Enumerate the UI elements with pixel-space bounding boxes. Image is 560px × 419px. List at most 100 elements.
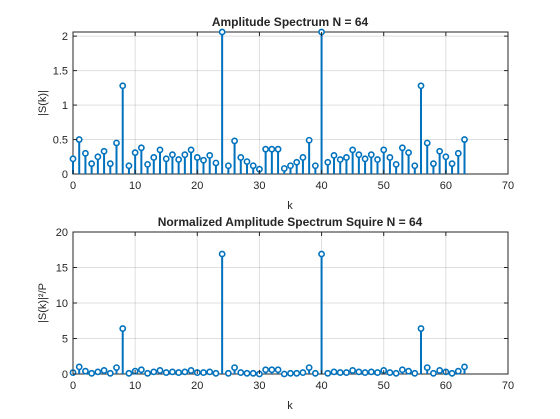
stem-marker [305, 364, 313, 372]
y-tick-label: 5 [62, 334, 68, 346]
plot-area [72, 231, 509, 375]
stem-marker [461, 136, 468, 143]
stem-marker [293, 158, 301, 166]
stem-marker [162, 369, 170, 376]
stem-marker [436, 367, 444, 374]
stem-marker [392, 369, 400, 377]
stem-marker [94, 153, 102, 161]
x-tick-label: 50 [378, 380, 390, 392]
x-tick-label: 20 [191, 380, 203, 392]
stem-marker [200, 369, 207, 376]
stem-marker [392, 160, 400, 168]
stem-marker [311, 162, 319, 170]
stem-marker [367, 368, 375, 376]
stem-marker [336, 369, 344, 376]
stem-marker [442, 153, 450, 161]
stem-marker [361, 369, 369, 376]
x-tick-label: 60 [440, 180, 452, 192]
stem-marker [417, 325, 425, 332]
stem-marker [330, 368, 338, 376]
stem-marker [175, 156, 183, 163]
stem-marker [237, 154, 245, 161]
stem-marker [311, 369, 319, 377]
stem-marker [386, 154, 394, 161]
stem-marker [411, 369, 419, 377]
y-tick-label: 2 [62, 31, 68, 43]
y-axis-label: |S(k)| [37, 90, 49, 116]
stem-marker [318, 250, 325, 258]
stem-marker [374, 369, 381, 376]
stem-marker [268, 366, 276, 374]
stem-marker [305, 136, 313, 144]
x-tick-label: 50 [378, 180, 390, 192]
stem-marker [144, 160, 151, 168]
stem-marker [336, 156, 344, 163]
stem-marker [398, 366, 406, 374]
stem-marker [218, 250, 226, 258]
normalized-spectrum-plot: 0 10 20 30 40 50 60 70 0 5 10 15 20 Normalized Ampli… [37, 215, 514, 412]
y-axis-label: |S(k)|²/P [37, 283, 49, 323]
stem-marker [243, 158, 251, 165]
stem-marker [299, 369, 307, 376]
x-tick-label: 40 [315, 180, 327, 192]
stem-marker [137, 144, 145, 152]
x-axis-label: k [287, 400, 293, 412]
stem-marker [224, 162, 232, 170]
stem-marker [212, 159, 220, 167]
stem-marker [361, 155, 369, 163]
stem-marker [169, 151, 176, 159]
stem-marker [398, 144, 406, 152]
grid [72, 32, 509, 175]
plot-area [72, 31, 509, 175]
stem-series [69, 28, 468, 174]
y-tick-label: 1.5 [53, 66, 68, 78]
stem-marker [374, 156, 381, 163]
stem-marker [423, 139, 431, 147]
stem-marker [82, 367, 89, 375]
stem-marker [299, 154, 307, 161]
stem-marker [181, 151, 189, 159]
stem-marker [448, 160, 456, 168]
x-tick-label: 0 [70, 380, 76, 392]
stem-marker [448, 369, 456, 377]
stem-marker [324, 158, 332, 166]
stem-marker [106, 160, 114, 168]
amplitude-spectrum-plot: 0 10 20 30 40 50 60 70 0 0.5 1 1.5 2 Amplitude Spect… [37, 15, 514, 212]
stem-marker [280, 165, 288, 172]
stem-marker [88, 160, 96, 168]
stem-marker [454, 149, 462, 157]
chart-title: Amplitude Spectrum N = 64 [212, 15, 369, 29]
stem-marker [69, 155, 77, 163]
y-tick-label: 0 [62, 369, 68, 381]
stem-marker [249, 162, 257, 170]
axis-ticks: 0 10 20 30 40 50 60 70 0 5 10 15 20 [56, 227, 514, 392]
stem-marker [330, 151, 338, 159]
x-tick-label: 20 [191, 180, 203, 192]
x-tick-label: 10 [129, 380, 141, 392]
stem-marker [113, 139, 120, 147]
y-tick-label: 1 [62, 100, 68, 112]
stem-marker [206, 151, 214, 159]
stem-marker [355, 151, 363, 159]
stem-marker [212, 369, 220, 377]
stem-marker [206, 368, 214, 376]
stem-marker [131, 149, 139, 157]
stem-marker [411, 162, 419, 170]
stem-marker [100, 147, 108, 155]
y-tick-label: 10 [56, 298, 68, 310]
y-tick-label: 0.5 [53, 135, 68, 147]
stem-marker [181, 368, 189, 376]
stem-marker [156, 146, 164, 154]
stem-marker [187, 367, 195, 374]
stem-marker [175, 369, 183, 376]
stem-marker [82, 149, 89, 157]
x-tick-label: 70 [502, 380, 514, 392]
stem-marker [249, 369, 257, 377]
stem-marker [454, 367, 462, 375]
stem-marker [88, 369, 96, 377]
stem-marker [237, 369, 245, 376]
stem-marker [405, 149, 412, 157]
stem-marker [287, 162, 294, 170]
stem-marker [218, 28, 226, 36]
stem-marker [113, 364, 120, 372]
